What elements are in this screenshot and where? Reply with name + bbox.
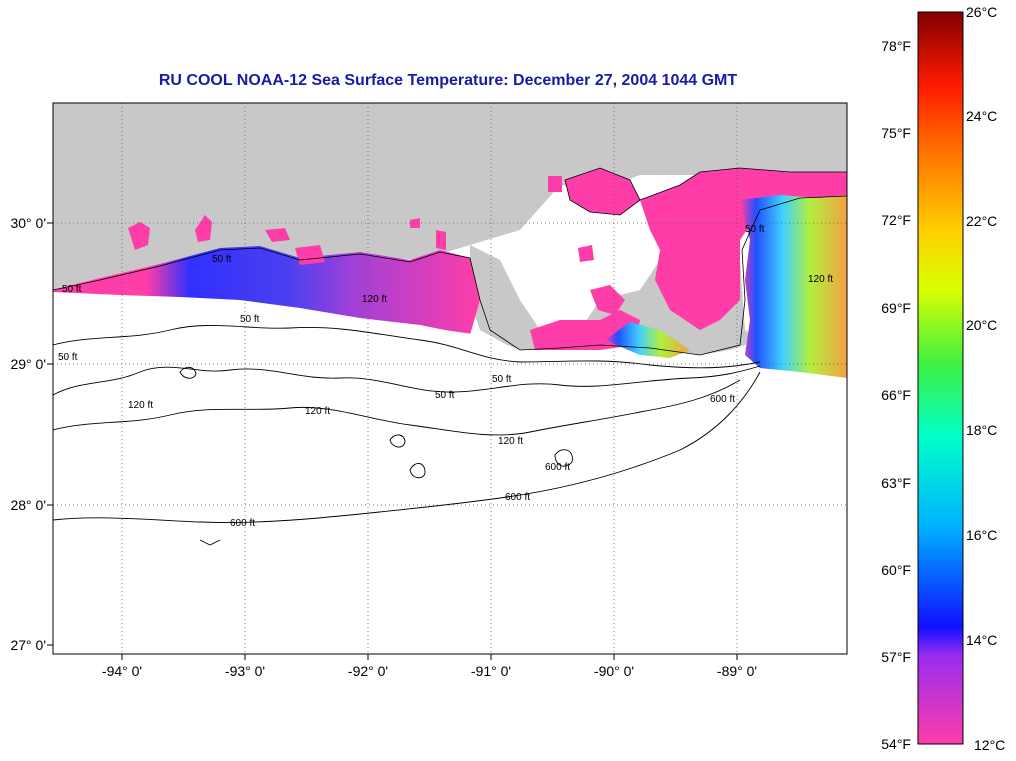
sst-band-east xyxy=(740,195,847,378)
latitude-labels: 30° 0' 29° 0' 28° 0' 27° 0' xyxy=(10,215,46,653)
lon-tick-label: -94° 0' xyxy=(102,663,142,679)
colorbar-c-label: 20°C xyxy=(966,317,997,333)
sst-patch-4 xyxy=(295,245,325,265)
sst-patch-9 xyxy=(565,168,640,215)
contour-label: 50 ft xyxy=(435,390,455,401)
colorbar-f-label: 54°F xyxy=(881,736,911,752)
sst-patch-10 xyxy=(640,168,847,330)
axis-ticks xyxy=(47,222,738,660)
lon-tick-label: -90° 0' xyxy=(594,663,634,679)
map-area xyxy=(53,103,847,654)
bathymetry-contours xyxy=(53,325,761,546)
sst-channel-east xyxy=(605,322,690,358)
colorbar-f-label: 57°F xyxy=(881,649,911,665)
sst-band-west xyxy=(53,246,480,335)
contour-label: 120 ft xyxy=(305,406,330,417)
contour-label: 50 ft xyxy=(745,224,765,235)
lat-tick-label: 30° 0' xyxy=(10,215,46,231)
graticule xyxy=(53,103,847,654)
contour-label: 50 ft xyxy=(58,352,78,363)
sst-patch-5 xyxy=(410,218,420,228)
contour-label: 50 ft xyxy=(62,284,82,295)
contour-label: 120 ft xyxy=(498,436,523,447)
contour-labels: 50 ft 50 ft 120 ft 50 ft 50 ft 120 ft 12… xyxy=(58,224,833,529)
contour-label: 120 ft xyxy=(128,400,153,411)
contour-label: 600 ft xyxy=(710,394,735,405)
colorbar-f-label: 78°F xyxy=(881,38,911,54)
contour-label: 50 ft xyxy=(492,374,512,385)
sst-patch-7 xyxy=(578,245,594,262)
sst-patch-12 xyxy=(590,285,625,315)
lon-tick-label: -91° 0' xyxy=(471,663,511,679)
colorbar-c-label: 12°C xyxy=(974,737,1005,753)
colorbar-gradient xyxy=(917,11,964,745)
colorbar-c-label: 16°C xyxy=(966,527,997,543)
contour-label: 600 ft xyxy=(505,492,530,503)
contour-label: 120 ft xyxy=(362,294,387,305)
colorbar-f-label: 66°F xyxy=(881,387,911,403)
sst-patch-3 xyxy=(265,228,290,242)
lat-tick-label: 28° 0' xyxy=(10,497,46,513)
colorbar-c-label: 22°C xyxy=(966,213,997,229)
lat-tick-label: 27° 0' xyxy=(10,637,46,653)
contour-label: 50 ft xyxy=(212,254,232,265)
colorbar: 78°F 75°F 72°F 69°F 66°F 63°F 60°F 57°F … xyxy=(881,4,1005,753)
land-mass xyxy=(53,103,847,290)
map-frame xyxy=(52,102,848,655)
colorbar-f-label: 63°F xyxy=(881,475,911,491)
lat-tick-label: 29° 0' xyxy=(10,356,46,372)
contour-label: 50 ft xyxy=(240,314,260,325)
sst-patch-1 xyxy=(128,222,150,250)
contour-label: 120 ft xyxy=(808,274,833,285)
swath-mask xyxy=(53,295,847,654)
colorbar-f-label: 72°F xyxy=(881,212,911,228)
colorbar-c-label: 14°C xyxy=(966,632,997,648)
longitude-labels: -94° 0' -93° 0' -92° 0' -91° 0' -90° 0' … xyxy=(102,663,757,679)
colorbar-f-label: 75°F xyxy=(881,125,911,141)
lon-tick-label: -89° 0' xyxy=(717,663,757,679)
colorbar-f-label: 60°F xyxy=(881,562,911,578)
colorbar-c-label: 18°C xyxy=(966,422,997,438)
sst-patch-6 xyxy=(436,230,446,250)
contour-label: 600 ft xyxy=(545,462,570,473)
sst-patch-8 xyxy=(548,176,562,192)
sst-patch-2 xyxy=(195,215,212,242)
colorbar-c-label: 26°C xyxy=(966,4,997,20)
colorbar-c-label: 24°C xyxy=(966,108,997,124)
lon-tick-label: -92° 0' xyxy=(348,663,388,679)
contour-label: 600 ft xyxy=(230,518,255,529)
coastline xyxy=(53,167,847,356)
map-title: RU COOL NOAA-12 Sea Surface Temperature:… xyxy=(159,72,738,89)
colorbar-f-label: 69°F xyxy=(881,300,911,316)
lon-tick-label: -93° 0' xyxy=(225,663,265,679)
